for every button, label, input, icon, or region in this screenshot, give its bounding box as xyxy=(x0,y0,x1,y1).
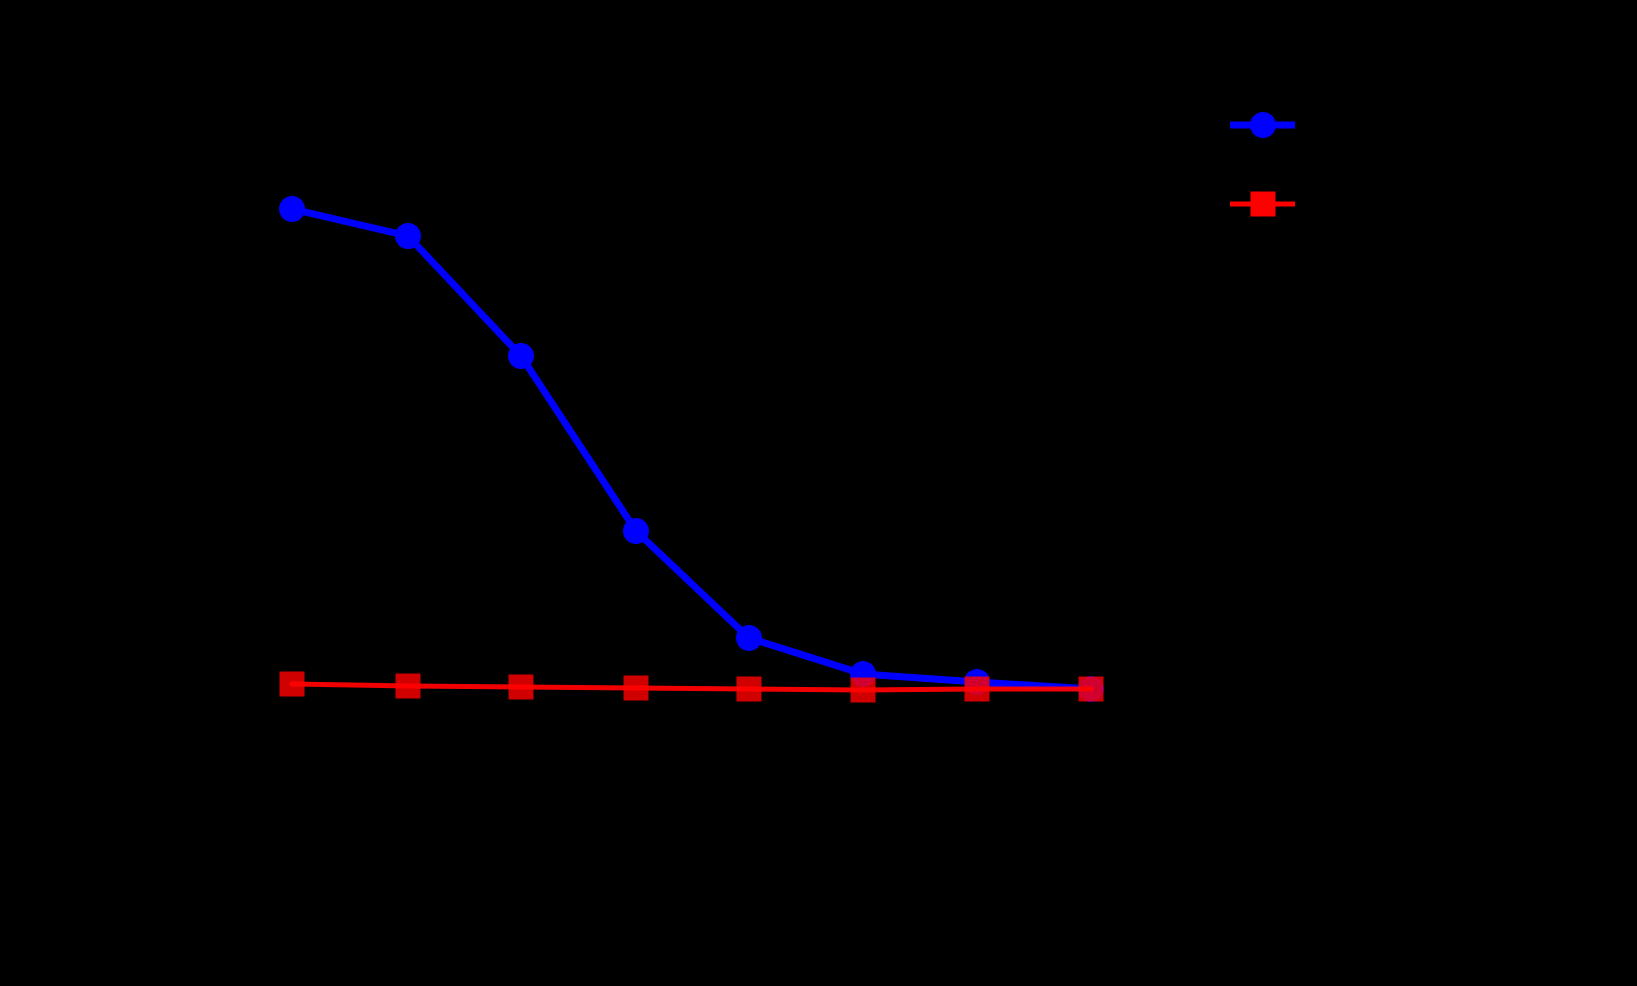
blue-circle-series-marker xyxy=(623,518,649,544)
blue-circle-series-marker xyxy=(736,625,762,651)
blue-circle-series-marker xyxy=(1250,112,1276,138)
blue-circle-series-marker xyxy=(395,223,421,249)
blue-circle-series-marker xyxy=(508,343,534,369)
red-square-series-marker xyxy=(964,676,990,702)
red-square-series-marker xyxy=(1250,191,1276,217)
blue-circle-series-marker xyxy=(279,196,305,222)
legend xyxy=(1230,112,1295,217)
red-square-series-group xyxy=(279,671,1104,703)
blue-circle-series-group xyxy=(279,196,1104,702)
red-square-series-marker xyxy=(736,676,762,702)
red-square-series-marker xyxy=(395,673,421,699)
red-square-series-marker xyxy=(623,675,649,701)
red-square-series-line xyxy=(289,681,1094,693)
blue-circle-series-line xyxy=(288,205,1095,693)
red-square-series-marker xyxy=(1078,676,1104,702)
red-square-series-marker xyxy=(508,674,534,700)
red-square-series-marker xyxy=(279,671,305,697)
red-square-series-marker xyxy=(850,677,876,703)
